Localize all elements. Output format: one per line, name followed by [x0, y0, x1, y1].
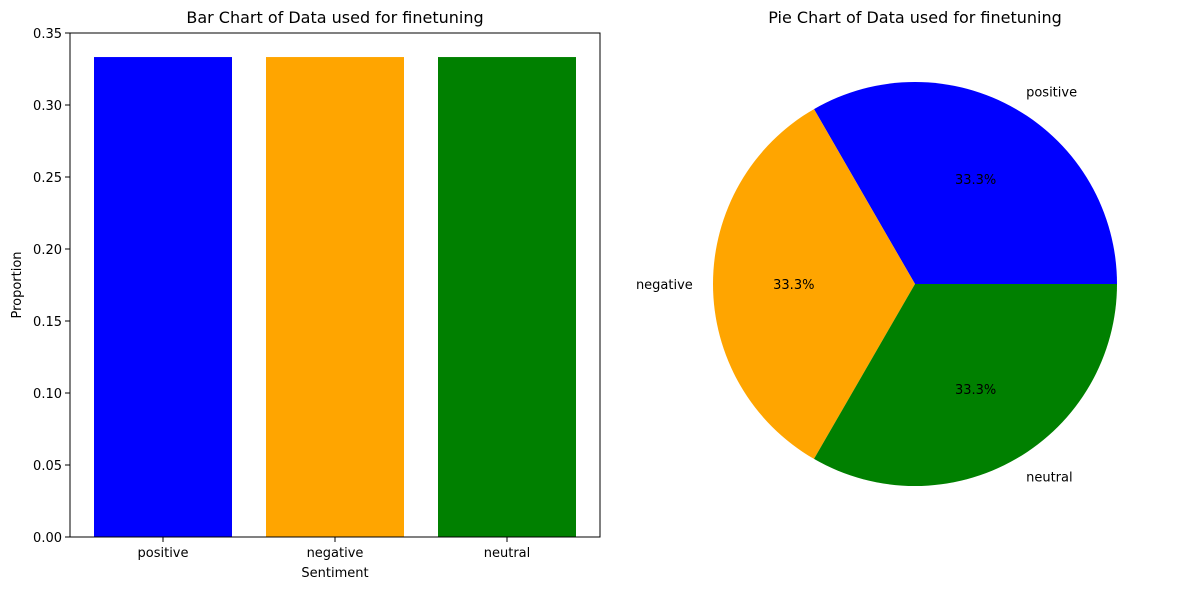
bar-chart: Bar Chart of Data used for finetuning 0.… — [10, 8, 601, 581]
bar-y-tick-label: 0.10 — [33, 387, 62, 402]
pie-labels: positive 33.3% negative 33.3% neutral 33.3% — [636, 86, 1077, 486]
bar-y-tick-label: 0.15 — [33, 315, 62, 330]
bar-x-axis-label: Sentiment — [301, 566, 368, 581]
pie-chart-title: Pie Chart of Data used for finetuning — [768, 8, 1062, 27]
bar-y-tick-label: 0.00 — [33, 531, 62, 546]
pie-chart: Pie Chart of Data used for finetuning po… — [636, 8, 1117, 486]
pie-slice-positive — [814, 82, 1117, 285]
pie-pct-neutral: 33.3% — [955, 383, 996, 398]
bar-neutral — [438, 57, 576, 537]
bar-x-tick-label: positive — [138, 546, 189, 561]
bar-y-ticks: 0.00 0.05 0.10 0.15 0.20 0.25 0.30 0.35 — [33, 27, 70, 546]
bar-x-ticks: positive negative neutral — [138, 537, 531, 561]
bar-y-tick-label: 0.35 — [33, 27, 62, 42]
bar-negative — [266, 57, 404, 537]
pie-pct-negative: 33.3% — [773, 278, 814, 293]
bar-y-tick-label: 0.30 — [33, 99, 62, 114]
bar-y-axis-label: Proportion — [10, 251, 25, 318]
bar-chart-title: Bar Chart of Data used for finetuning — [186, 8, 483, 27]
bar-y-tick-label: 0.05 — [33, 459, 62, 474]
bar-x-tick-label: negative — [307, 546, 364, 561]
bar-marks — [94, 57, 576, 537]
pie-label-neutral: neutral — [1026, 470, 1073, 485]
bar-y-tick-label: 0.20 — [33, 243, 62, 258]
pie-label-positive: positive — [1026, 86, 1077, 101]
bar-x-tick-label: neutral — [484, 546, 531, 561]
pie-slices — [713, 82, 1117, 486]
bar-y-tick-label: 0.25 — [33, 171, 62, 186]
pie-pct-positive: 33.3% — [955, 173, 996, 188]
bar-axes-frame — [69, 32, 601, 538]
pie-label-negative: negative — [636, 278, 693, 293]
bar-positive — [94, 57, 232, 537]
pie-slice-neutral — [814, 284, 1117, 486]
